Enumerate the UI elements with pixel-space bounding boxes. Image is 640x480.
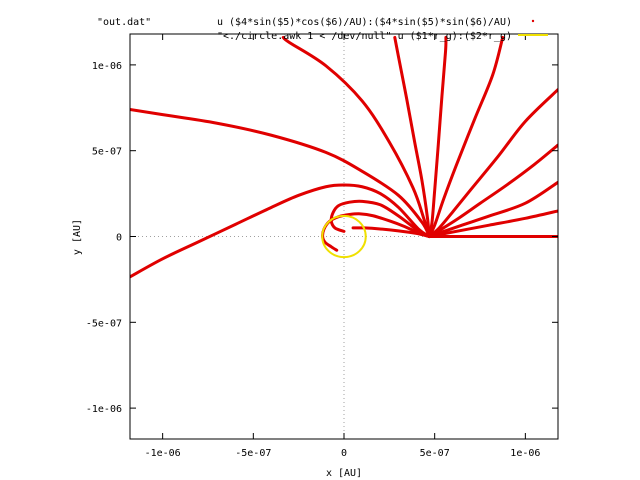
legend-file-label: "out.dat" (97, 17, 151, 28)
y-tick-label: 1e-06 (92, 61, 122, 72)
trajectory-line-2 (427, 209, 558, 238)
x-tick-label: 0 (341, 448, 347, 459)
trajectory-line-12 (329, 199, 431, 238)
trajectory-line-7 (427, 35, 448, 238)
trajectory-line-10 (130, 108, 431, 238)
trajectory-line-5 (427, 88, 558, 238)
y-axis-label: y [AU] (72, 219, 83, 255)
trajectory-line-11 (130, 183, 431, 279)
x-axis-label: x [AU] (326, 468, 362, 479)
legend-entry-2-label: "<./circle.awk 1 < /dev/null" u ($1*r_g)… (217, 31, 512, 42)
x-tick-label: -1e-06 (145, 448, 181, 459)
ticks-layer: -1e-06 -5e-07 0 5e-07 1e-06 1e-06 5e-07 0 -5e-07… (86, 34, 558, 459)
legend-entry-1-dot (531, 19, 535, 23)
series-layer (130, 35, 558, 279)
x-tick-label: -5e-07 (235, 448, 271, 459)
y-tick-label: -5e-07 (86, 318, 122, 329)
legend-entry-1-label: u ($4*sin($5)*cos($6)/AU):($4*sin($5)*si… (217, 17, 512, 28)
trajectory-line-3 (427, 180, 558, 238)
legend: "out.dat" u ($4*sin($5)*cos($6)/AU):($4*… (97, 17, 548, 42)
circle-line (321, 214, 367, 259)
y-tick-label: 5e-07 (92, 147, 122, 158)
y-tick-label: 0 (116, 233, 122, 244)
x-tick-label: 5e-07 (420, 448, 450, 459)
trajectory-line-8 (393, 35, 431, 238)
trajectory-line-9 (281, 35, 431, 238)
trajectory-line-6 (427, 35, 505, 238)
x-tick-label: 1e-06 (510, 448, 540, 459)
trajectory-line-4 (427, 143, 558, 238)
legend-entry-1-key (531, 19, 535, 23)
y-tick-label: -1e-06 (86, 404, 122, 415)
